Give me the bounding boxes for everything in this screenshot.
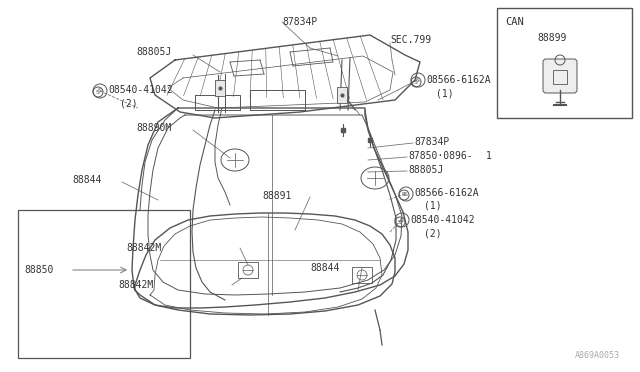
Bar [215,80,225,96]
Text: 88890M: 88890M [136,123,172,133]
Text: 87834P: 87834P [414,137,449,147]
Text: 88805J: 88805J [408,165,444,175]
Text: 88850: 88850 [24,265,53,275]
Text: 88844: 88844 [72,175,101,185]
Text: 1: 1 [486,151,492,161]
Text: 08540-41042: 08540-41042 [108,85,173,95]
FancyBboxPatch shape [543,59,577,93]
Text: 08540-41042: 08540-41042 [410,215,475,225]
Text: 88899: 88899 [537,33,566,43]
Text: (1): (1) [436,88,454,98]
Text: 88805J: 88805J [136,47,172,57]
Text: S: S [414,80,418,84]
Bar [337,87,347,103]
Text: S: S [404,192,408,196]
Text: 88891: 88891 [262,191,291,201]
Bar [553,70,567,84]
Text: S: S [96,90,100,94]
Text: 08566-6162A: 08566-6162A [414,188,479,198]
Text: (2): (2) [424,228,442,238]
Text: S: S [398,219,402,224]
Text: (2): (2) [120,98,138,108]
Text: A869A0053: A869A0053 [575,351,620,360]
Text: S: S [402,192,406,198]
Bar [18,210,190,358]
Text: 08566-6162A: 08566-6162A [426,75,491,85]
Text: S: S [98,89,102,93]
Text: SEC.799: SEC.799 [390,35,431,45]
Text: S: S [400,218,404,222]
Bar [497,8,632,118]
Text: 88842M: 88842M [126,243,161,253]
Text: (1): (1) [424,201,442,211]
Text: S: S [416,77,420,83]
Text: 87850·0896-: 87850·0896- [408,151,472,161]
Text: 87834P: 87834P [282,17,317,27]
Text: 88844: 88844 [310,263,339,273]
Text: 88842M: 88842M [118,280,153,290]
Bar [238,262,258,278]
Bar [352,267,372,283]
Text: CAN: CAN [505,17,524,27]
